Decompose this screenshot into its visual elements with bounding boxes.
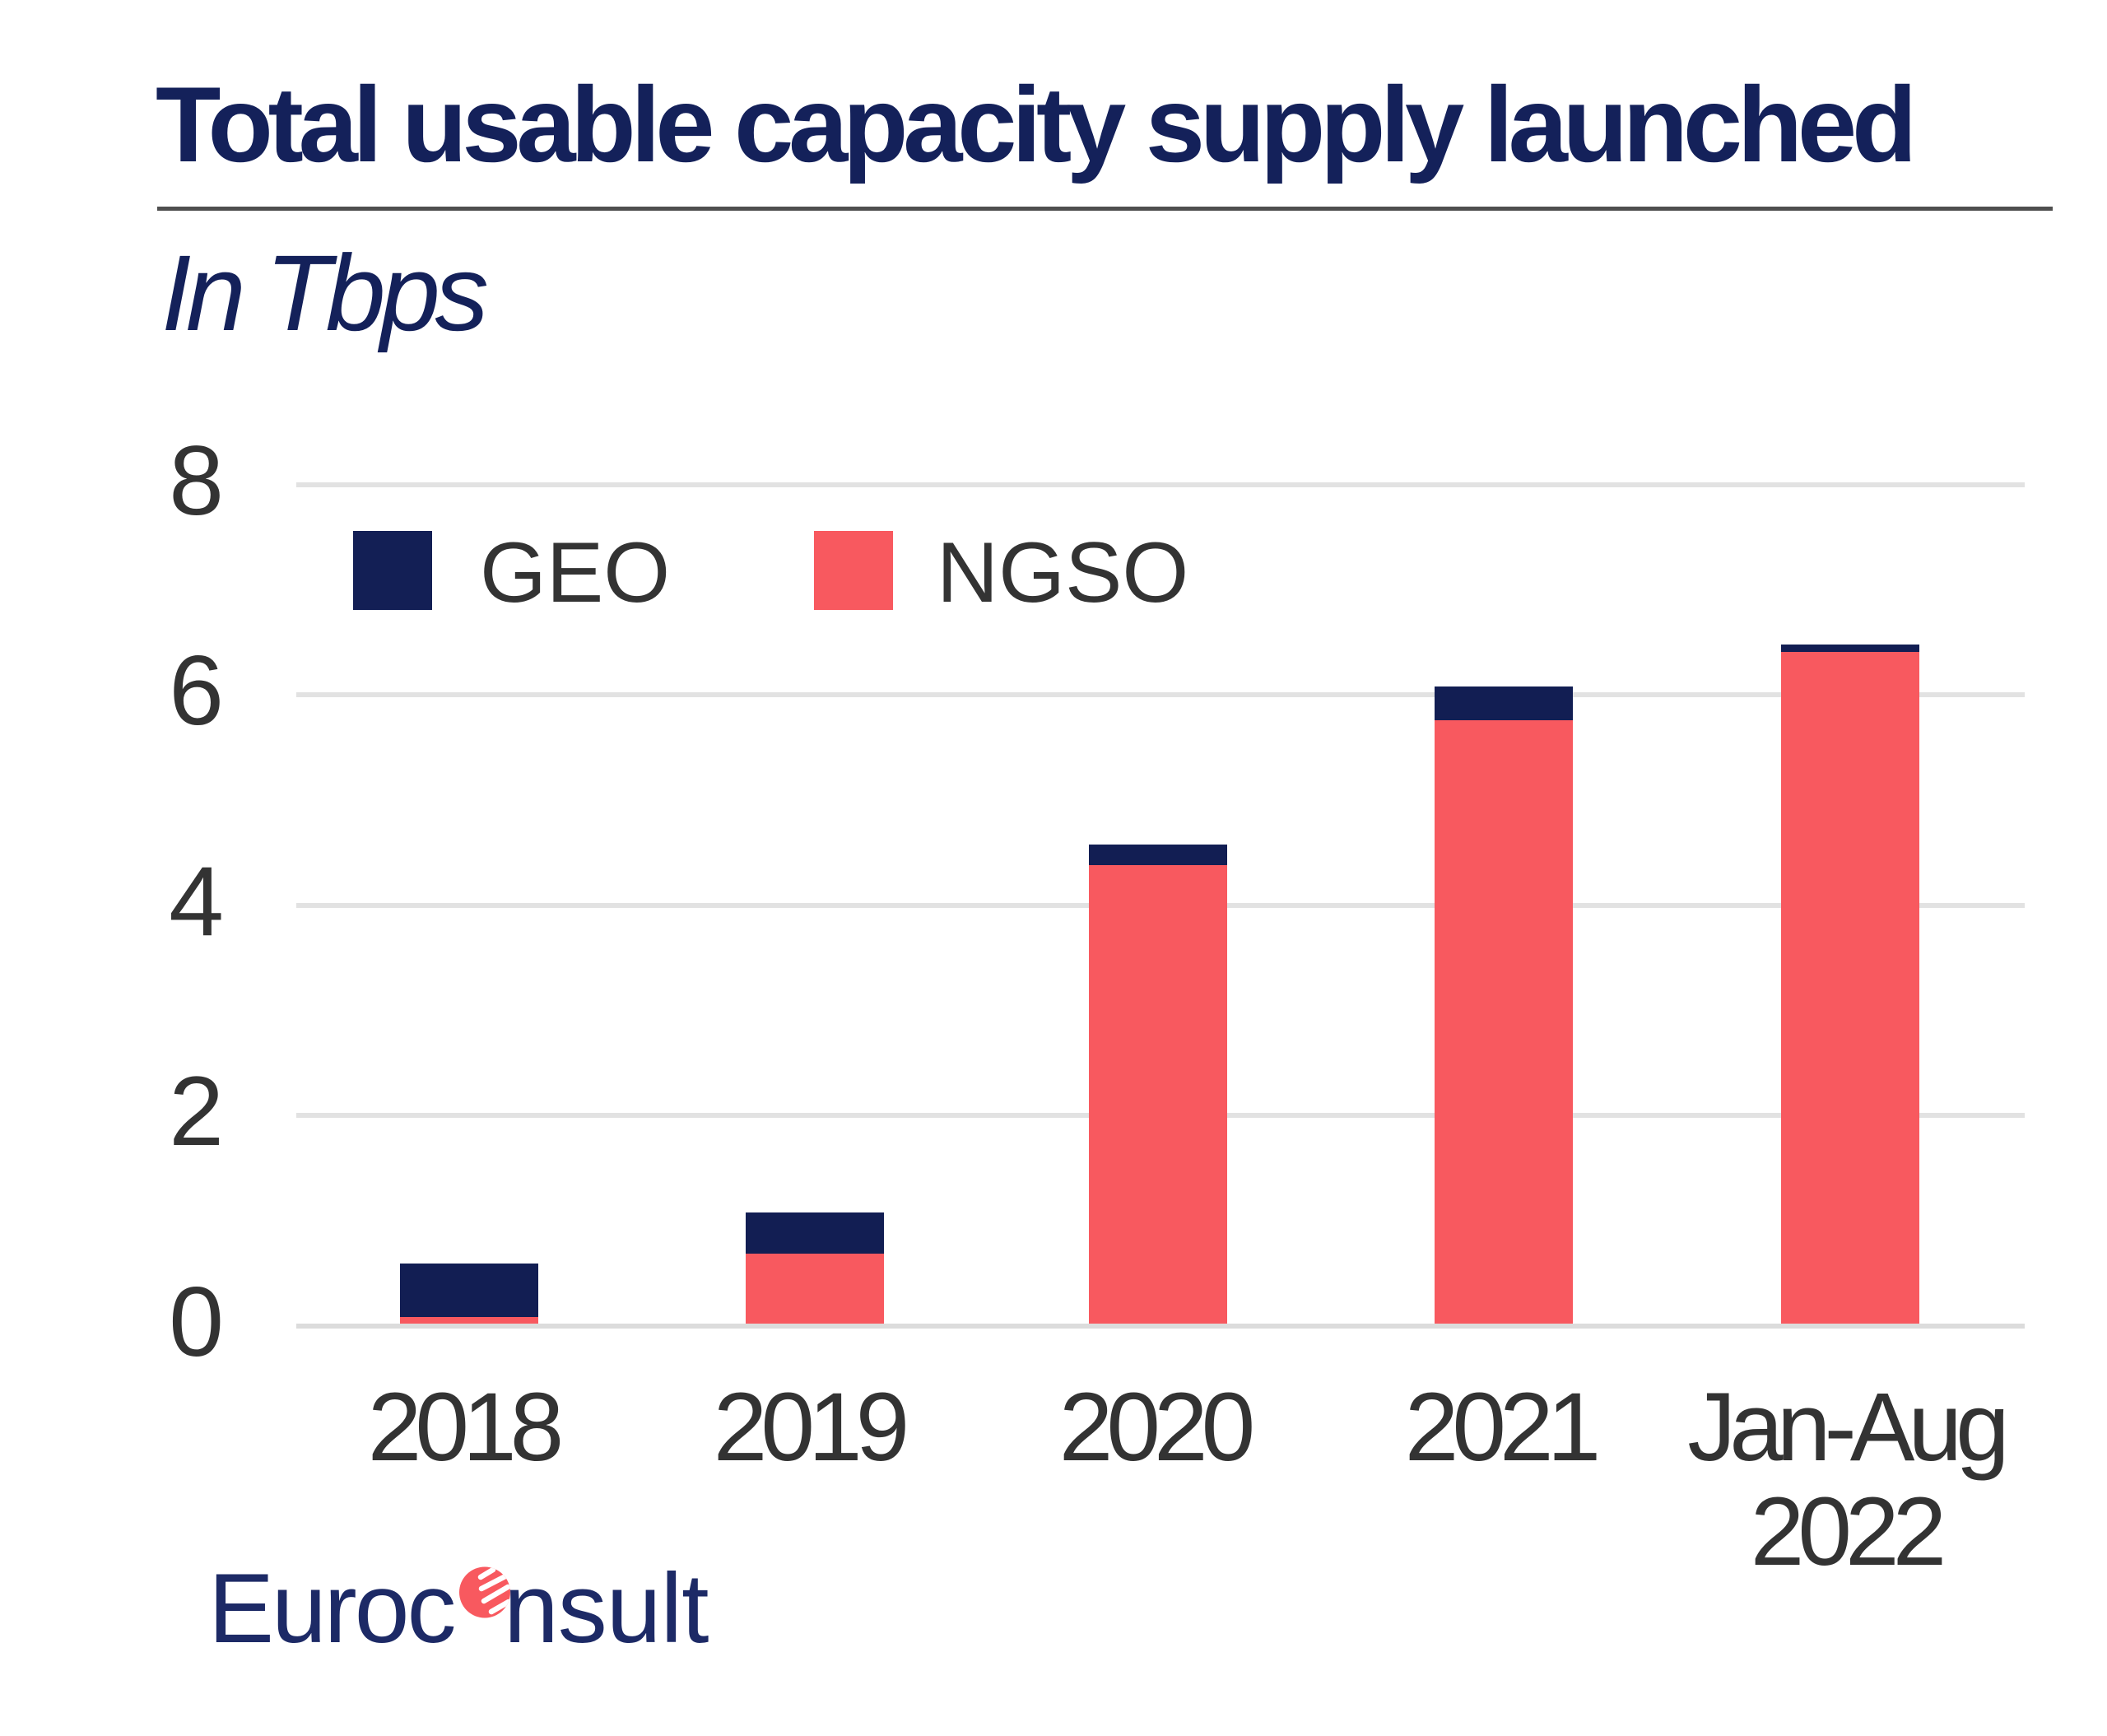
svg-text:Euroc: Euroc <box>208 1553 453 1664</box>
svg-text:nsult: nsult <box>504 1553 709 1664</box>
